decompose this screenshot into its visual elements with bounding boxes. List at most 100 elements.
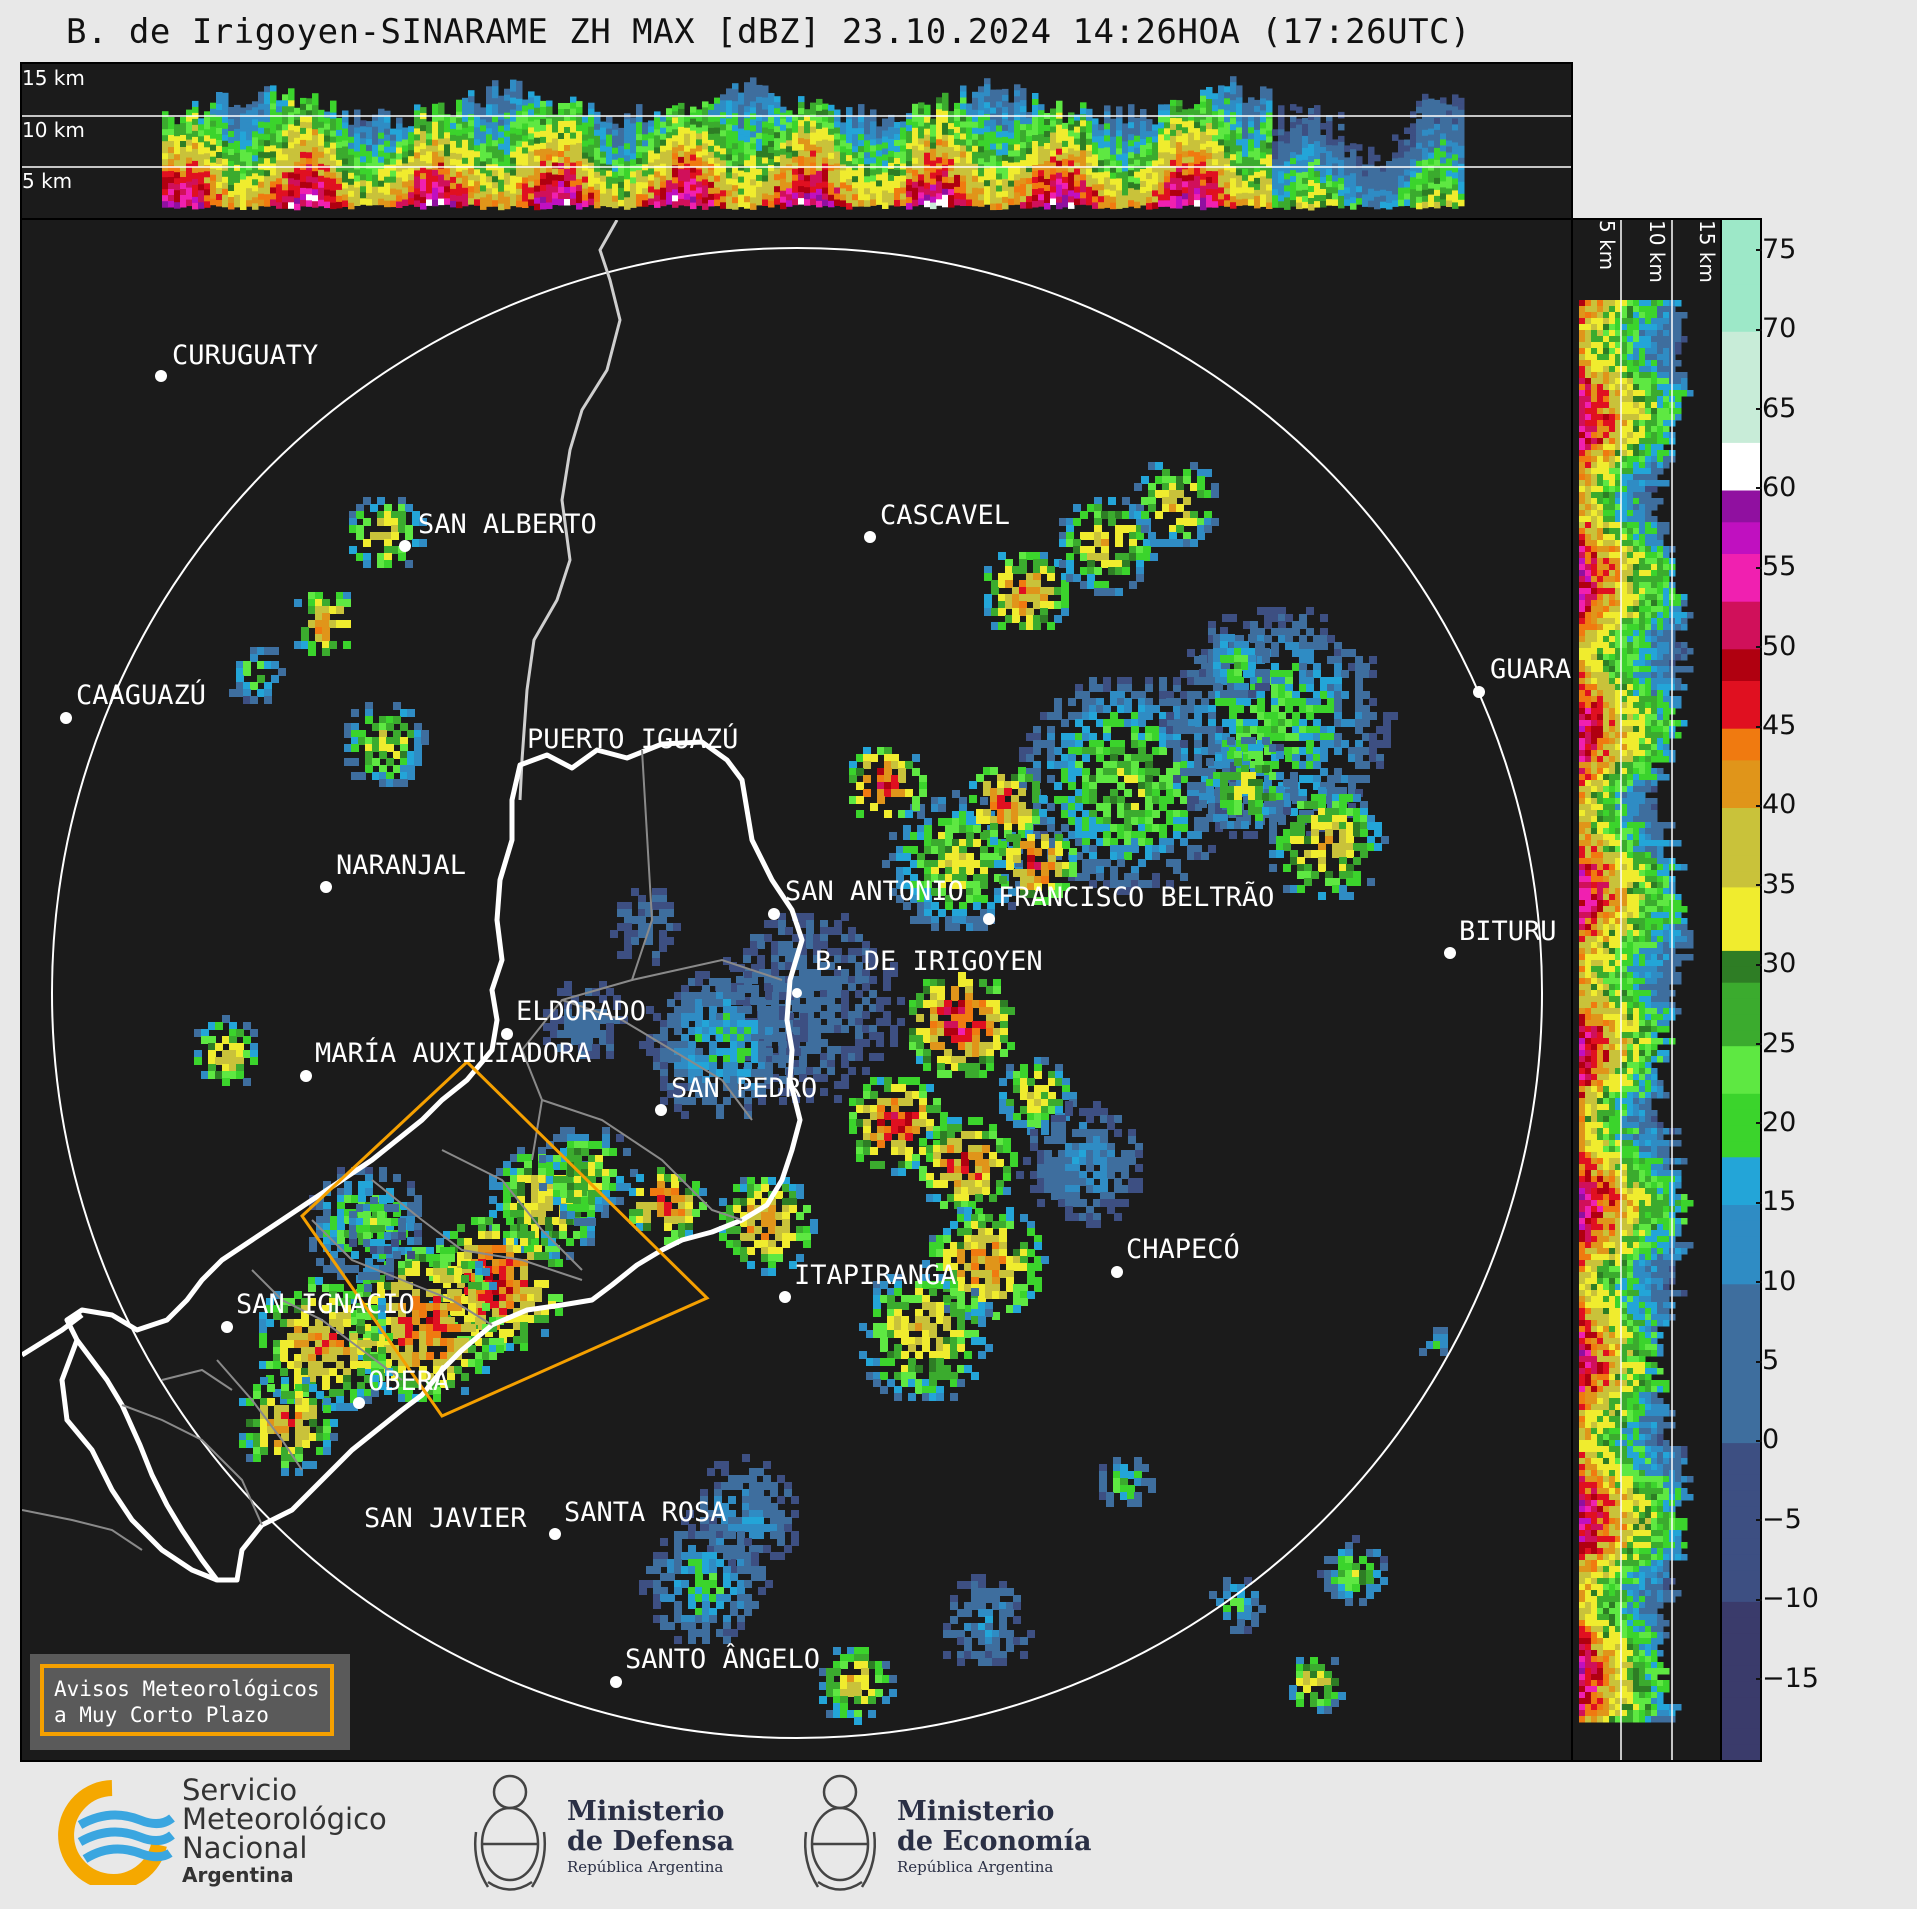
echo-cell: [582, 146, 589, 154]
echo-cell: [894, 194, 901, 201]
echo-cell: [1675, 342, 1682, 349]
echo-cell: [1657, 396, 1664, 403]
echo-cell: [1098, 130, 1105, 137]
echo-cell: [918, 138, 925, 145]
echo-cell: [594, 189, 601, 197]
echo-cell: [1621, 330, 1628, 337]
echo-cell: [570, 120, 577, 128]
echo-cell: [648, 120, 655, 127]
echo-cell: [414, 146, 421, 153]
echo-cell: [1633, 630, 1640, 637]
echo-cell: [1218, 157, 1225, 164]
echo-cell: [1338, 165, 1345, 173]
echo-cell: [294, 161, 301, 169]
echo-cell: [1633, 732, 1640, 739]
echo-cell: [1260, 128, 1267, 135]
echo-cell: [1657, 438, 1664, 445]
echo-cell: [948, 195, 955, 202]
echo-cell: [510, 187, 517, 195]
echo-cell: [330, 100, 337, 108]
echo-cell: [552, 186, 559, 193]
echo-cell: [1621, 582, 1628, 589]
echo-cell: [1615, 378, 1622, 385]
echo-cell: [588, 156, 595, 164]
echo-cell: [654, 123, 661, 130]
echo-cell: [1290, 176, 1297, 183]
echo-cell: [1386, 161, 1393, 168]
echo-cell: [690, 172, 697, 180]
echo-cell: [930, 178, 937, 186]
echo-cell: [1681, 720, 1688, 727]
echo-cell: [174, 148, 181, 155]
echo-cell: [480, 125, 487, 132]
echo-cell: [1446, 188, 1453, 195]
echo-cell: [1308, 150, 1315, 157]
echo-cell: [1651, 534, 1658, 541]
echo-cell: [804, 157, 811, 164]
echo-cell: [1609, 816, 1616, 823]
echo-cell: [1591, 402, 1598, 409]
echo-cell: [672, 165, 679, 172]
echo-cell: [1122, 153, 1129, 160]
echo-cell: [1591, 432, 1598, 439]
echo-cell: [708, 157, 715, 165]
echo-cell: [702, 185, 709, 192]
echo-cell: [384, 182, 391, 190]
echo-cell: [1597, 684, 1604, 691]
echo-cell: [1597, 330, 1604, 337]
echo-cell: [276, 124, 283, 131]
echo-cell: [1615, 582, 1622, 589]
echo-cell: [966, 157, 973, 164]
echo-cell: [1410, 147, 1417, 154]
echo-cell: [1675, 390, 1682, 397]
echo-cell: [462, 157, 469, 165]
echo-cell: [756, 120, 763, 128]
echo-cell: [1296, 160, 1303, 168]
echo-cell: [1651, 384, 1658, 391]
echo-cell: [1579, 702, 1586, 709]
echo-cell: [426, 181, 433, 188]
echo-cell: [1627, 360, 1634, 367]
echo-cell: [1609, 678, 1616, 685]
echo-cell: [696, 121, 703, 128]
echo-cell: [1651, 582, 1658, 589]
echo-cell: [1002, 166, 1009, 174]
echo-cell: [282, 184, 289, 191]
echo-cell: [1609, 516, 1616, 523]
echo-cell: [1591, 792, 1598, 799]
echo-cell: [1657, 360, 1664, 367]
echo-cell: [492, 92, 499, 99]
echo-cell: [876, 198, 883, 205]
echo-cell: [222, 116, 229, 124]
echo-cell: [498, 191, 505, 199]
echo-cell: [996, 137, 1003, 144]
echo-cell: [810, 108, 817, 116]
echo-cell: [234, 158, 241, 166]
echo-cell: [1020, 190, 1027, 197]
echo-cell: [474, 145, 481, 152]
echo-cell: [738, 110, 745, 118]
echo-cell: [408, 156, 415, 163]
echo-cell: [360, 180, 367, 187]
echo-cell: [1657, 570, 1664, 577]
echo-cell: [960, 109, 967, 116]
echo-cell: [534, 101, 541, 109]
echo-cell: [438, 186, 445, 194]
echo-cell: [654, 135, 661, 142]
echo-cell: [888, 144, 895, 152]
echo-cell: [516, 140, 523, 148]
echo-cell: [1591, 636, 1598, 643]
echo-cell: [1585, 810, 1592, 817]
echo-cell: [852, 134, 859, 141]
echo-cell: [300, 181, 307, 189]
echo-cell: [1296, 196, 1303, 204]
echo-cell: [444, 168, 451, 175]
echo-cell: [288, 142, 295, 149]
echo-cell: [1038, 176, 1045, 183]
echo-cell: [930, 154, 937, 162]
echo-cell: [210, 108, 217, 116]
echo-cell: [1585, 828, 1592, 835]
echo-cell: [222, 182, 229, 190]
echo-cell: [1032, 201, 1039, 208]
echo-cell: [984, 132, 991, 139]
